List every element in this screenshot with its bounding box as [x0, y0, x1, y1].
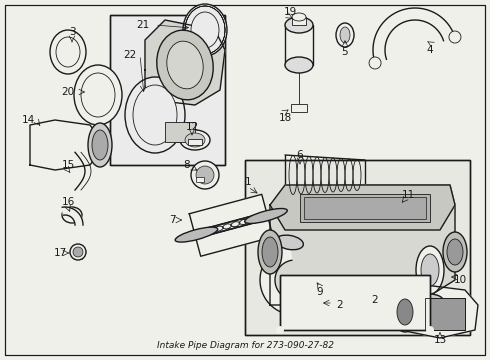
Ellipse shape	[70, 244, 86, 260]
Text: Intake Pipe Diagram for 273-090-27-82: Intake Pipe Diagram for 273-090-27-82	[156, 342, 334, 351]
Bar	[280, 275, 430, 330]
Ellipse shape	[191, 12, 219, 48]
Text: 17: 17	[53, 248, 67, 258]
Text: 16: 16	[61, 197, 74, 207]
Text: 14: 14	[22, 115, 35, 125]
Polygon shape	[260, 246, 300, 315]
Bar	[304, 197, 426, 219]
Polygon shape	[373, 8, 455, 63]
Ellipse shape	[285, 57, 313, 73]
Polygon shape	[145, 20, 225, 105]
Ellipse shape	[245, 208, 287, 224]
Ellipse shape	[416, 246, 444, 294]
Ellipse shape	[262, 237, 278, 267]
Ellipse shape	[447, 239, 463, 265]
Ellipse shape	[92, 130, 108, 160]
Bar	[110, 15, 225, 165]
Bar	[245, 160, 470, 335]
Ellipse shape	[258, 230, 282, 274]
Text: 2: 2	[337, 300, 343, 310]
Ellipse shape	[73, 247, 83, 257]
Text: 13: 13	[433, 335, 446, 345]
Text: 12: 12	[185, 122, 198, 132]
Ellipse shape	[421, 254, 439, 286]
Text: 22: 22	[123, 50, 137, 60]
Ellipse shape	[185, 133, 205, 147]
Ellipse shape	[180, 130, 210, 150]
Text: 9: 9	[317, 287, 323, 297]
Bar	[292, 17, 306, 25]
Ellipse shape	[276, 235, 303, 250]
Ellipse shape	[175, 227, 218, 242]
Text: 3: 3	[69, 27, 75, 37]
Text: 1: 1	[245, 177, 251, 187]
Ellipse shape	[167, 41, 203, 89]
Text: 18: 18	[278, 113, 292, 123]
Ellipse shape	[443, 232, 467, 272]
Ellipse shape	[196, 166, 214, 184]
Text: 15: 15	[61, 160, 74, 170]
Ellipse shape	[183, 4, 227, 56]
Text: 20: 20	[61, 87, 74, 97]
Ellipse shape	[340, 27, 350, 43]
Bar	[285, 25, 313, 65]
Ellipse shape	[416, 294, 444, 310]
Ellipse shape	[292, 13, 306, 21]
Ellipse shape	[56, 37, 80, 67]
Text: 5: 5	[342, 47, 348, 57]
Bar	[291, 104, 307, 112]
Bar	[425, 298, 465, 330]
Bar	[300, 194, 430, 222]
Polygon shape	[62, 207, 83, 225]
Ellipse shape	[88, 123, 112, 167]
Text: 11: 11	[401, 190, 415, 200]
Ellipse shape	[276, 326, 284, 334]
Text: 4: 4	[427, 45, 433, 55]
Text: 2: 2	[371, 295, 378, 305]
Polygon shape	[270, 185, 455, 305]
Text: 8: 8	[184, 160, 190, 170]
Text: 21: 21	[136, 20, 149, 30]
Ellipse shape	[393, 292, 417, 332]
Ellipse shape	[81, 73, 115, 117]
Bar	[386, 214, 404, 220]
Ellipse shape	[50, 30, 86, 74]
Bar	[425, 298, 465, 330]
Ellipse shape	[397, 299, 413, 325]
Text: 7: 7	[169, 215, 175, 225]
Bar	[188, 139, 202, 145]
Ellipse shape	[336, 23, 354, 47]
Bar	[280, 275, 430, 330]
Ellipse shape	[157, 30, 213, 100]
Text: 19: 19	[283, 7, 296, 17]
Ellipse shape	[426, 326, 434, 334]
Bar	[196, 177, 204, 182]
Ellipse shape	[449, 31, 461, 43]
Bar	[165, 122, 195, 142]
Ellipse shape	[125, 77, 185, 153]
Ellipse shape	[74, 65, 122, 125]
Ellipse shape	[191, 161, 219, 189]
Polygon shape	[30, 120, 105, 170]
Polygon shape	[270, 185, 455, 230]
Polygon shape	[400, 285, 478, 338]
Bar	[110, 15, 225, 165]
Ellipse shape	[133, 85, 177, 145]
Text: 10: 10	[453, 275, 466, 285]
Ellipse shape	[62, 207, 82, 223]
Ellipse shape	[369, 57, 381, 69]
Bar	[245, 160, 470, 335]
Ellipse shape	[285, 17, 313, 33]
Ellipse shape	[296, 301, 311, 328]
Polygon shape	[189, 194, 273, 256]
Text: 6: 6	[296, 150, 303, 160]
